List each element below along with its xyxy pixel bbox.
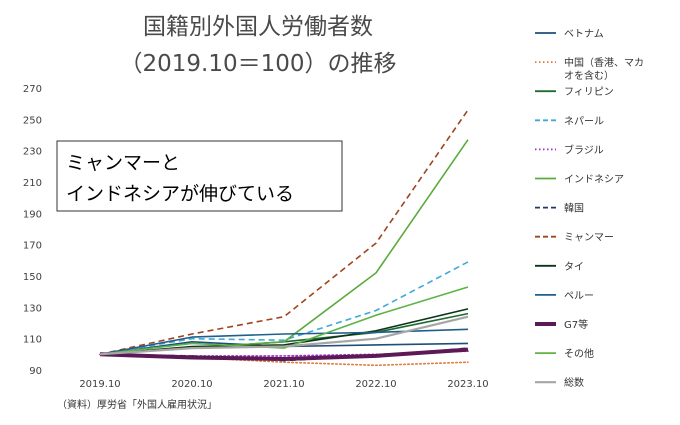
annotation-box: ミャンマーと インドネシアが伸びている bbox=[56, 140, 343, 212]
source-note: （資料）厚労省「外国人雇用状況」 bbox=[57, 398, 217, 411]
legend-label: タイ bbox=[564, 261, 584, 273]
annotation-line-1: ミャンマーと bbox=[66, 152, 180, 174]
x-tick-label: 2019.10 bbox=[79, 379, 120, 390]
legend-label: ブラジル bbox=[564, 143, 604, 156]
y-tick-label: 150 bbox=[23, 272, 42, 283]
legend-label: インドネシア bbox=[564, 174, 624, 186]
legend-label: ミャンマー bbox=[564, 233, 614, 244]
series-lines bbox=[99, 109, 469, 367]
chart-title-line-2: （2019.10＝100）の推移 bbox=[119, 51, 396, 77]
legend-label: 総数 bbox=[564, 376, 584, 389]
y-tick-label: 230 bbox=[23, 147, 42, 158]
x-tick-label: 2022.10 bbox=[355, 379, 396, 390]
legend-label: 韓国 bbox=[564, 203, 584, 215]
series-line-ネパール bbox=[99, 261, 469, 356]
series-line-ミャンマー bbox=[99, 109, 469, 356]
y-tick-label: 110 bbox=[23, 335, 42, 346]
legend-label: 中国（香港、マカオを含む） bbox=[564, 56, 644, 82]
y-tick-label: 190 bbox=[23, 209, 42, 220]
x-tick-label: 2021.10 bbox=[263, 379, 304, 390]
legend-label: ベトナム bbox=[564, 28, 604, 40]
legend-label: ペルー bbox=[564, 291, 594, 302]
series-line-その他 bbox=[99, 286, 469, 356]
series-line-G7等 bbox=[99, 347, 469, 361]
legend-label: ネパール bbox=[564, 115, 604, 127]
series-line-総数 bbox=[99, 315, 469, 356]
y-tick-label: 90 bbox=[29, 366, 42, 377]
x-axis: 2019.10 2020.10 2021.10 2022.10 2023.10 bbox=[79, 379, 488, 390]
y-tick-label: 250 bbox=[23, 115, 42, 126]
x-tick-label: 2023.10 bbox=[447, 379, 488, 390]
legend-label: フィリピン bbox=[564, 86, 614, 98]
annotation-line-2: インドネシアが伸びている bbox=[66, 183, 294, 205]
x-tick-label: 2020.10 bbox=[171, 379, 212, 390]
y-tick-label: 210 bbox=[23, 178, 42, 189]
y-axis: 90 110 130 150 170 190 210 230 250 270 bbox=[23, 84, 42, 377]
y-tick-label: 170 bbox=[23, 241, 42, 252]
legend-label: G7等 bbox=[564, 318, 588, 331]
legend-label: その他 bbox=[564, 347, 594, 360]
y-tick-label: 130 bbox=[23, 303, 42, 314]
chart-title-line-1: 国籍別外国人労働者数 bbox=[143, 14, 373, 40]
y-tick-label: 270 bbox=[23, 84, 42, 95]
